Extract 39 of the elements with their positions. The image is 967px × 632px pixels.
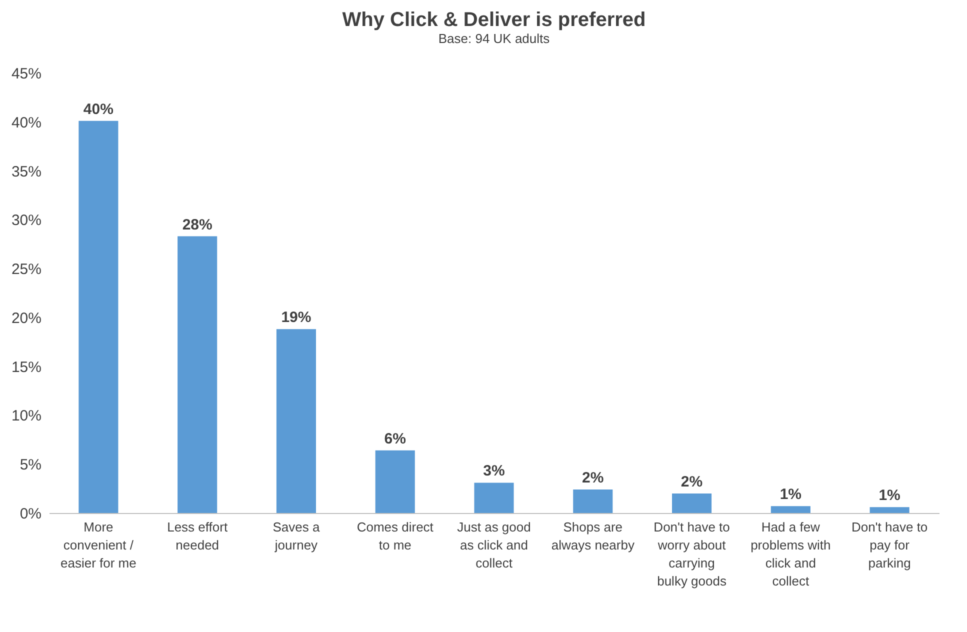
data-label: 3% <box>483 462 505 480</box>
bar <box>870 507 910 513</box>
y-tick-label: 5% <box>20 456 42 474</box>
y-tick-label: 0% <box>20 506 42 522</box>
y-tick-label: 10% <box>11 408 42 425</box>
y-tick-label: 25% <box>11 261 42 278</box>
x-tick-label: Don't have to pay for parking <box>851 520 928 570</box>
data-label: 28% <box>182 216 212 234</box>
bar <box>672 493 712 513</box>
x-tick-label: More convenient / easier for me <box>60 520 136 570</box>
chart-subtitle: Base: 94 UK adults <box>438 31 550 46</box>
y-tick-label: 30% <box>11 212 42 230</box>
y-tick-label: 40% <box>11 114 42 132</box>
x-tick-label: Less effort needed <box>167 520 228 552</box>
data-label: 2% <box>582 470 604 487</box>
data-label: 6% <box>384 430 406 448</box>
data-label: 2% <box>680 473 703 490</box>
x-tick-label: Comes direct to me <box>356 520 434 552</box>
x-tick-label: Shops are always nearby <box>551 520 635 552</box>
y-tick-label: 15% <box>11 358 42 376</box>
data-label: 1% <box>878 487 900 504</box>
bar <box>770 506 810 513</box>
data-label: 19% <box>281 309 312 326</box>
data-label: 1% <box>780 486 802 504</box>
bar <box>573 490 613 513</box>
x-tick-label: Saves a journey <box>272 520 320 552</box>
x-tick-label: Just as good as click and collect <box>457 520 531 570</box>
y-tick-label: 35% <box>11 163 42 180</box>
bar <box>375 450 415 513</box>
bar <box>276 329 316 513</box>
x-tick-label: Had a few problems with click and collect <box>750 520 831 588</box>
chart-title: Why Click & Deliver is preferred <box>342 9 646 31</box>
y-tick-label: 45% <box>11 66 42 82</box>
bar <box>178 236 218 513</box>
bar <box>474 482 514 513</box>
x-tick-label: Don't have to worry about carrying bulky goods <box>654 520 730 588</box>
y-tick-label: 20% <box>11 310 42 327</box>
bar <box>78 120 118 513</box>
data-label: 40% <box>83 100 114 118</box>
